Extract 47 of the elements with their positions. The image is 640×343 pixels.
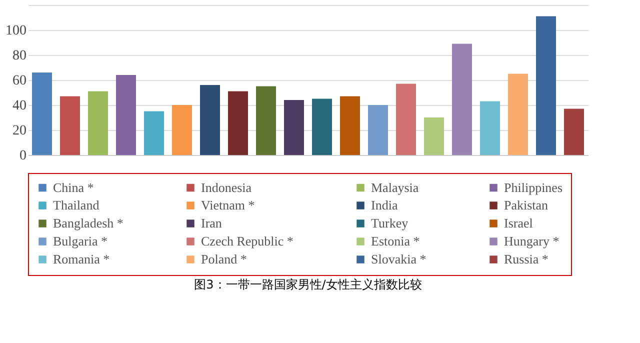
bar [228,91,248,155]
bar [312,98,332,155]
bar [340,96,360,155]
legend-label: Slovakia * [371,252,426,266]
y-tick-label: 0 [20,148,26,164]
text: 图3：一带一路国家男性/女性主义指数比较 [194,278,422,292]
y-tick-label: 80 [12,48,26,64]
bar [172,105,192,155]
legend-label: Indonesia [201,180,252,195]
bar [508,74,528,155]
bar [60,96,80,155]
legend-label: Bulgaria * [53,234,108,248]
legend-label: Romania * [53,252,110,266]
bar [564,108,584,155]
bar [256,86,276,155]
bar [144,111,164,155]
bar [480,101,500,155]
legend-label: Philippines [504,180,563,195]
bar [32,72,52,155]
y-tick-label: 100 [6,24,26,38]
legend-label: Estonia * [371,234,420,248]
bar [368,105,388,155]
bar [424,118,444,155]
legend-label: Turkey [371,216,409,230]
legend-label: Malaysia [371,180,419,195]
legend-label: Bangladesh * [53,216,124,230]
legend-label: Israel [504,216,534,230]
bar [452,44,472,155]
legend-label: China * [53,180,94,195]
legend-label: Hungary * [504,234,560,248]
legend-label: Pakistan [504,198,549,212]
legend-label: Poland * [201,252,247,266]
legend-label: India [371,198,398,212]
bar [88,91,108,155]
legend-label: Russia * [504,252,548,266]
bar [116,75,136,155]
legend-label: Czech Republic * [201,234,294,248]
bar [396,84,416,155]
bar [284,100,304,155]
bar [200,85,220,155]
y-tick-label: 60 [12,74,26,88]
legend-label: Vietnam * [201,198,255,212]
y-tick-label: 40 [12,98,26,114]
y-tick-label: 20 [12,124,26,138]
bar [536,16,556,155]
legend-label: Iran [201,216,222,230]
legend-label: Thailand [53,198,100,212]
